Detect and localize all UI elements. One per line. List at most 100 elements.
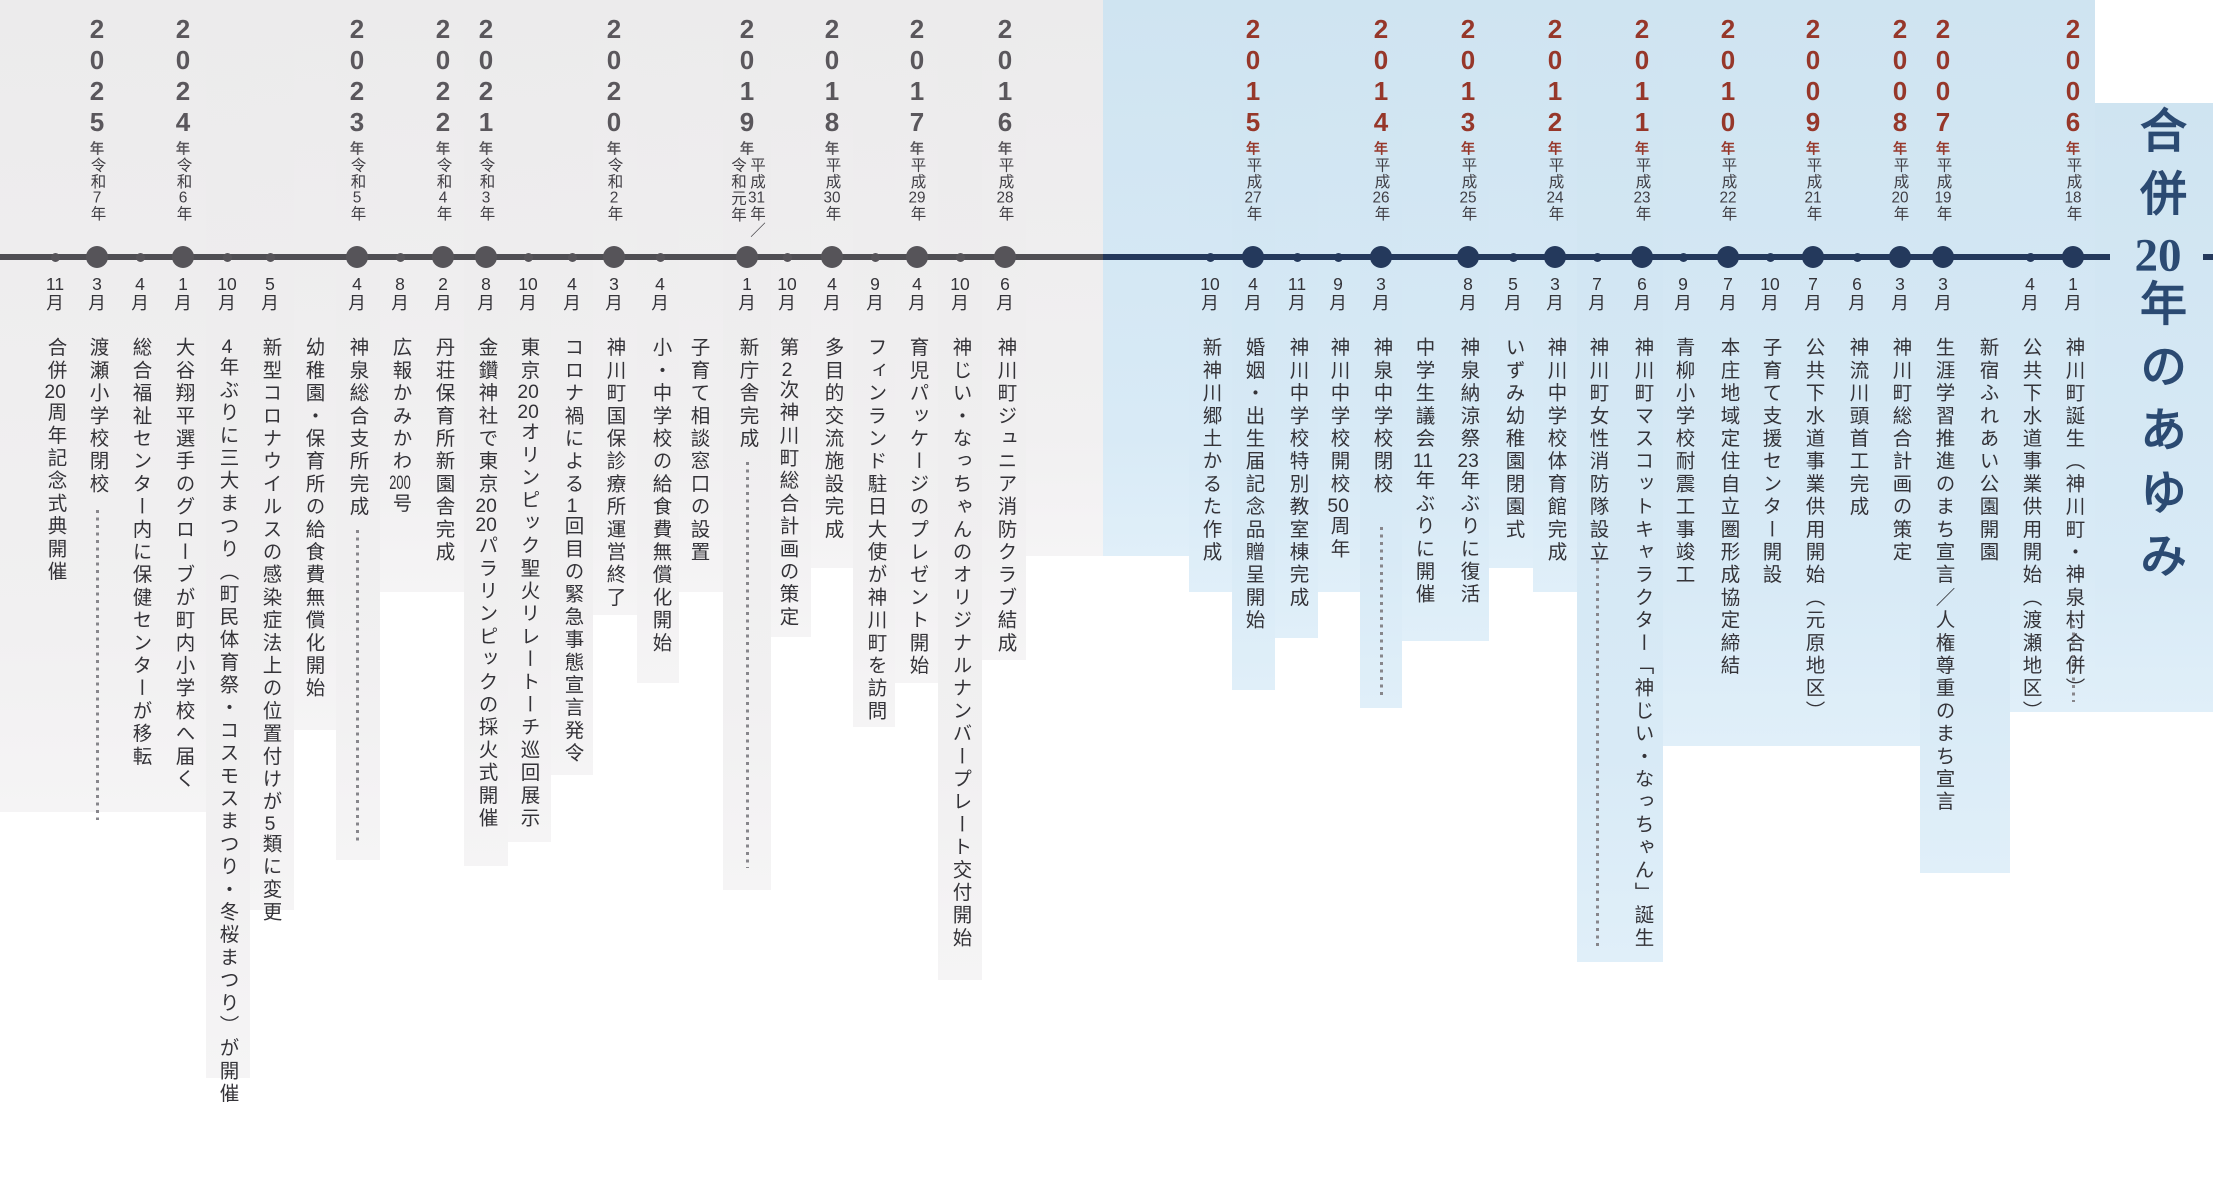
era-label: 平成19年 — [1898, 157, 1988, 222]
event-month-number: 1 — [178, 274, 188, 294]
combined-digits: 11 — [1412, 450, 1434, 471]
year-text: 2022 年 — [426, 14, 460, 155]
era-line: 平成30年 — [823, 157, 841, 222]
event-month: 10 月 — [936, 275, 984, 313]
event-month: 10 月 — [1186, 275, 1234, 313]
era-label: 平成23年 — [1597, 157, 1687, 222]
era-line: 平成29年 — [908, 157, 926, 222]
era-line: 平成25年 — [1459, 157, 1477, 222]
event-month-suffix: 月 — [46, 293, 64, 313]
event-title-text: 金鑽神社で東京2020パラリンピックの採火式開催 — [475, 337, 497, 831]
background-block — [1103, 0, 1189, 556]
event-month-suffix: 月 — [88, 293, 106, 313]
year-text: 2018 年 — [815, 14, 849, 155]
era-line: 令和6年 — [174, 157, 192, 222]
year-digits: 2021 — [471, 14, 501, 138]
era-line: 平成26年 — [1372, 157, 1390, 222]
year-nen-suffix: 年 — [1547, 141, 1563, 155]
background-block — [853, 0, 895, 727]
event-title-text: 合併20周年記念式典開催 — [44, 337, 66, 584]
combined-digits: 23 — [1457, 450, 1479, 471]
combined-digits: 21 — [1804, 190, 1822, 206]
event-month-suffix: 月 — [1504, 293, 1522, 313]
year-nen-suffix: 年 — [1460, 141, 1476, 155]
event-title: 総合福祉センター内に保健センターが移転 — [127, 337, 153, 768]
timeline-dot-small — [1205, 252, 1215, 262]
event-month-suffix: 月 — [1891, 293, 1909, 313]
event-month-number: 10 — [1200, 274, 1220, 294]
event-title: 東京2020オリンピック聖火リレートーチ巡回展示 — [515, 337, 541, 830]
era-line: 平成22年 — [1719, 157, 1737, 222]
year-nen-suffix: 年 — [1892, 141, 1908, 155]
combined-digits: 4 — [438, 190, 448, 206]
era-label: 令和3年 — [441, 157, 531, 222]
year-label: 2011 年 — [1625, 14, 1659, 155]
dotted-leader — [1379, 527, 1383, 695]
event-title-text: 神川町マスコットキャラクター「神じい・なっちゃん」誕生 — [1631, 337, 1653, 950]
era-label: 平成25年 — [1423, 157, 1513, 222]
event-month-suffix: 月 — [477, 293, 495, 313]
event-month-number: 4 — [655, 274, 665, 294]
event-title: コロナ禍による1回目の緊急事態宣言発令 — [559, 337, 585, 765]
background-block — [250, 0, 294, 910]
event-month-number: 9 — [1678, 274, 1688, 294]
event-title: 神川町ジュニア消防クラブ結成 — [992, 337, 1018, 655]
year-nen-suffix: 年 — [1935, 141, 1951, 155]
era-label: 令和4年 — [398, 157, 488, 222]
event-title: 神川町国保診療所運営終了 — [601, 337, 627, 609]
combined-digits: 7 — [92, 190, 102, 206]
timeline-dot-small — [395, 252, 405, 262]
background-block — [1232, 0, 1275, 690]
year-nen-suffix: 年 — [606, 141, 622, 155]
event-title: 神川中学校開校50周年 — [1325, 337, 1351, 561]
year-label: 2022 年 — [426, 14, 460, 155]
event-title: 神川町誕生（神川町・神泉村合併） — [2060, 337, 2086, 700]
year-text: 2017 年 — [900, 14, 934, 155]
era-label: 平成26年 — [1336, 157, 1426, 222]
event-title: 中学生議会11年ぶりに開催 — [1410, 337, 1436, 606]
event-title-text: 東京2020オリンピック聖火リレートーチ巡回展示 — [517, 337, 539, 831]
year-nen-suffix: 年 — [1245, 141, 1261, 155]
timeline-dot-large — [475, 246, 497, 268]
era-line: 平成24年 — [1546, 157, 1564, 222]
event-month-suffix: 月 — [1201, 293, 1219, 313]
event-month-suffix: 月 — [2064, 293, 2082, 313]
page-title: 合併20年のあゆみ — [2132, 106, 2184, 594]
event-title: 育児パッケージのプレゼント開始 — [904, 337, 930, 678]
event-month-number: 10 — [518, 274, 538, 294]
year-label: 2008 年 — [1883, 14, 1917, 155]
event-title-text: 神川町女性消防隊設立 — [1586, 337, 1608, 564]
event-title: 神川中学校体育館完成 — [1542, 337, 1568, 564]
combined-digits: 20 — [517, 401, 539, 422]
background-block — [1189, 0, 1232, 592]
event-month-number: 3 — [1550, 274, 1560, 294]
event-title: 神川町マスコットキャラクター「神じい・なっちゃん」誕生 — [1629, 337, 1655, 950]
combined-digits: 25 — [1459, 190, 1477, 206]
event-month-suffix: 月 — [1848, 293, 1866, 313]
event-title-text: 中学生議会11年ぶりに開催 — [1412, 337, 1434, 607]
year-label: 2006 年 — [2056, 14, 2090, 155]
year-text: 2008 年 — [1883, 14, 1917, 155]
event-title: 大谷翔平選手のグローブが町内小学校へ届く — [170, 337, 196, 791]
era-label: 平成21年 — [1768, 157, 1858, 222]
event-title-text: 広報かみかわ200号 — [389, 337, 411, 516]
combined-digits: 27 — [1244, 190, 1262, 206]
event-month-suffix: 月 — [1372, 293, 1390, 313]
year-label: 2020 年 — [597, 14, 631, 155]
combined-digits: 26 — [1372, 190, 1390, 206]
event-month-suffix: 月 — [1719, 293, 1737, 313]
year-digits: 2022 — [428, 14, 458, 138]
event-title-text: 育児パッケージのプレゼント開始 — [906, 337, 928, 678]
year-digits: 2023 — [342, 14, 372, 138]
event-title-text: 新神川郷土かるた作成 — [1199, 337, 1221, 564]
year-text: 2010 年 — [1711, 14, 1745, 155]
event-month-number: 3 — [92, 274, 102, 294]
timeline-dot-small — [1592, 252, 1602, 262]
timeline-dot-small — [222, 252, 232, 262]
year-text: 2021 年 — [469, 14, 503, 155]
event-title-text: 青柳小学校耐震工事竣工 — [1672, 337, 1694, 587]
